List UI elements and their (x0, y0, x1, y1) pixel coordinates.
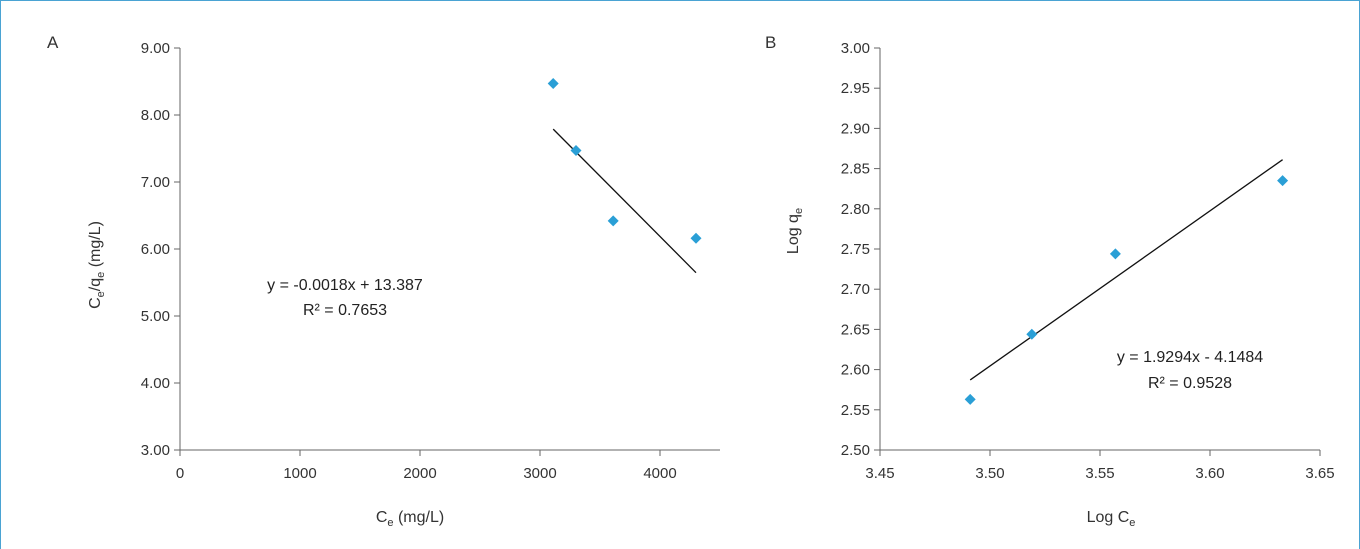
x-tick-label: 0 (176, 465, 184, 482)
panel-a-x-axis-label: Ce (mg/L) (376, 509, 444, 529)
y-tick-label: 2.50 (841, 442, 870, 459)
y-tick-label: 2.75 (841, 241, 870, 258)
panel-b-label: B (765, 33, 776, 52)
y-tick-label: 2.90 (841, 120, 870, 137)
y-tick-label: 2.95 (841, 80, 870, 97)
data-point (570, 145, 582, 157)
y-tick-label: 5.00 (141, 308, 170, 325)
data-point (964, 393, 976, 405)
panel-b-r-squared: R² = 0.9528 (1148, 375, 1232, 392)
y-tick-label: 2.70 (841, 281, 870, 298)
data-point (690, 232, 702, 244)
y-tick-label: 2.85 (841, 161, 870, 178)
panel-a-equation: y = -0.0018x + 13.387 (267, 277, 423, 294)
y-tick-label: 7.00 (141, 174, 170, 191)
y-tick-label: 3.00 (841, 40, 870, 57)
panel-b-y-axis-label: Log qe (785, 208, 805, 254)
panel-b-trendline (969, 159, 1283, 381)
y-tick-label: 8.00 (141, 107, 170, 124)
panel-a-label: A (47, 33, 59, 52)
y-tick-label: 2.80 (841, 201, 870, 218)
svg-text:Log qe: Log qe (785, 208, 805, 254)
y-tick-label: 9.00 (141, 40, 170, 57)
x-tick-label: 3000 (523, 465, 556, 482)
x-tick-label: 3.60 (1195, 465, 1224, 482)
y-tick-label: 3.00 (141, 442, 170, 459)
x-tick-label: 1000 (283, 465, 316, 482)
x-tick-label: 2000 (403, 465, 436, 482)
x-tick-label: 3.45 (865, 465, 894, 482)
x-tick-label: 3.65 (1305, 465, 1334, 482)
data-point (1026, 328, 1038, 340)
x-tick-label: 3.50 (975, 465, 1004, 482)
svg-text:Ce (mg/L): Ce (mg/L) (376, 509, 444, 529)
y-tick-label: 2.55 (841, 402, 870, 419)
data-point (607, 215, 619, 227)
svg-text:Ce/qe (mg/L): Ce/qe (mg/L) (87, 221, 107, 309)
panel-b-equation: y = 1.9294x - 4.1484 (1117, 349, 1263, 366)
data-point (1109, 248, 1121, 260)
panel-a-r-squared: R² = 0.7653 (303, 302, 387, 319)
data-point (547, 78, 559, 90)
y-tick-label: 6.00 (141, 241, 170, 258)
panel-b: B Log qe Log Ce y = 1.9294x - 4.1484 R² … (765, 33, 1335, 529)
x-tick-label: 4000 (643, 465, 676, 482)
panel-b-x-axis-label: Log Ce (1087, 509, 1136, 529)
y-tick-label: 2.65 (841, 321, 870, 338)
data-point (1277, 175, 1289, 187)
y-tick-label: 2.60 (841, 362, 870, 379)
svg-text:Log Ce: Log Ce (1087, 509, 1136, 529)
x-tick-label: 3.55 (1085, 465, 1114, 482)
panel-a-y-axis-label: Ce/qe (mg/L) (87, 221, 107, 309)
panel-a: A Ce/qe (mg/L) Ce (mg/L) y = -0.0018x + … (47, 33, 720, 529)
y-tick-label: 4.00 (141, 375, 170, 392)
